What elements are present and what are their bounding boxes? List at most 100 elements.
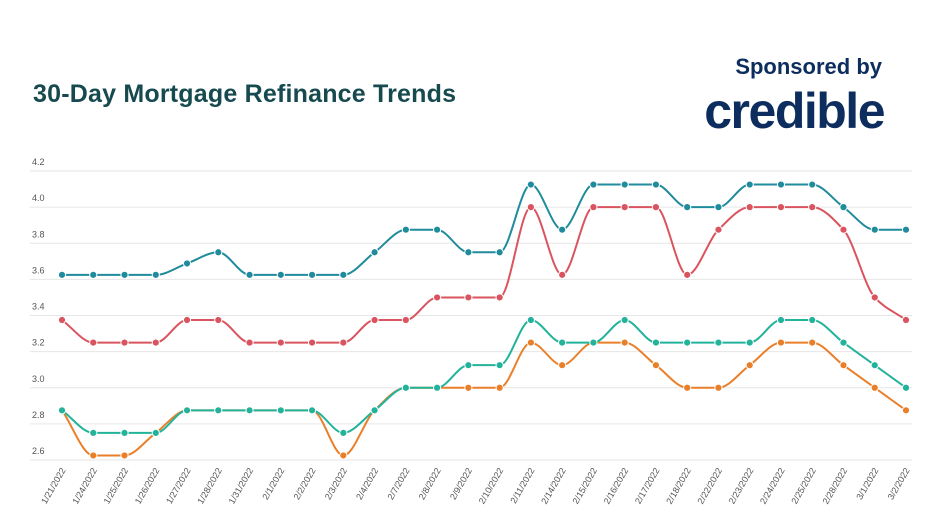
data-point — [339, 428, 348, 438]
sponsored-label: Sponsored by — [735, 54, 882, 79]
data-point — [589, 338, 598, 347]
data-point — [901, 406, 911, 415]
data-point — [339, 270, 348, 279]
data-point — [901, 225, 911, 234]
data-point — [776, 315, 786, 325]
data-point — [745, 361, 754, 370]
data-point — [558, 225, 567, 234]
data-point — [651, 361, 661, 370]
data-point — [401, 225, 410, 234]
y-tick-label: 3.4 — [32, 302, 45, 312]
data-point — [745, 338, 754, 347]
data-point — [839, 225, 848, 234]
data-point — [370, 406, 379, 415]
data-point — [120, 451, 129, 460]
data-point — [151, 338, 160, 347]
y-tick-label: 3.0 — [32, 374, 45, 384]
data-point — [776, 338, 786, 347]
data-point — [776, 180, 786, 189]
y-tick-label: 3.8 — [32, 229, 45, 239]
data-point — [651, 180, 661, 189]
data-point — [89, 270, 98, 279]
data-point — [464, 293, 473, 302]
data-point — [120, 270, 129, 279]
y-tick-label: 2.6 — [32, 446, 45, 456]
data-point — [714, 383, 723, 392]
data-point — [870, 225, 879, 234]
data-point — [683, 203, 692, 212]
data-point — [433, 225, 442, 234]
y-tick-label: 3.6 — [32, 265, 45, 275]
data-point — [620, 180, 629, 189]
x-tick-label: 2/10/2022 — [477, 466, 506, 506]
data-point — [651, 338, 661, 347]
data-point — [808, 338, 817, 347]
data-point — [870, 383, 879, 392]
data-point — [464, 383, 473, 392]
data-point — [776, 203, 786, 212]
data-point — [339, 338, 348, 347]
data-point — [57, 406, 67, 415]
data-point — [714, 338, 723, 347]
x-tick-label: 2/3/2022 — [323, 466, 349, 501]
x-tick-label: 2/28/2022 — [821, 466, 850, 506]
data-point — [495, 293, 504, 302]
y-tick-label: 4.0 — [32, 193, 45, 203]
data-point — [526, 338, 535, 347]
series-line — [61, 183, 906, 276]
data-point — [214, 315, 223, 325]
data-point — [808, 315, 817, 325]
x-tick-label: 1/26/2022 — [133, 466, 162, 506]
data-point — [339, 451, 348, 460]
x-tick-label: 1/28/2022 — [195, 466, 224, 506]
data-point — [901, 315, 911, 325]
credible-logo: credible — [704, 83, 885, 139]
x-tick-label: 1/25/2022 — [102, 466, 131, 506]
data-point — [151, 270, 160, 279]
data-point — [870, 361, 879, 370]
chart-title: 30-Day Mortgage Refinance Trends — [33, 80, 457, 108]
data-point — [245, 270, 254, 279]
data-point — [276, 270, 285, 279]
x-tick-label: 2/23/2022 — [727, 466, 756, 506]
data-point — [870, 293, 879, 302]
data-point — [558, 338, 567, 347]
data-point — [495, 248, 504, 257]
x-tick-label: 2/15/2022 — [570, 466, 599, 506]
data-point — [307, 406, 317, 415]
series-line — [61, 319, 907, 434]
data-point — [558, 270, 567, 279]
data-point — [370, 248, 379, 257]
data-point — [839, 338, 848, 347]
data-point — [464, 361, 473, 370]
data-point — [307, 270, 317, 279]
y-tick-label: 2.8 — [32, 410, 45, 420]
data-point — [401, 383, 410, 392]
series-line — [61, 341, 907, 457]
data-point — [120, 428, 129, 438]
data-point — [89, 338, 98, 347]
data-point — [683, 338, 692, 347]
x-tick-label: 1/31/2022 — [227, 466, 256, 506]
x-tick-label: 1/24/2022 — [70, 466, 99, 506]
data-point — [182, 406, 192, 415]
data-point — [714, 203, 723, 212]
data-point — [151, 428, 160, 438]
x-tick-label: 2/9/2022 — [448, 466, 474, 501]
x-tick-label: 1/27/2022 — [164, 466, 193, 506]
data-point — [182, 315, 192, 325]
x-tick-label: 2/4/2022 — [354, 466, 380, 501]
x-tick-label: 2/18/2022 — [664, 466, 693, 506]
data-point — [57, 270, 67, 279]
x-tick-label: 2/25/2022 — [789, 466, 818, 506]
x-tick-label: 2/22/2022 — [695, 466, 724, 506]
data-point — [245, 406, 254, 415]
x-tick-label: 1/21/2022 — [39, 466, 68, 506]
data-point — [526, 180, 535, 189]
data-point — [901, 383, 911, 392]
data-point — [620, 338, 629, 347]
data-point — [620, 203, 629, 212]
data-point — [307, 338, 317, 347]
data-point — [182, 259, 192, 268]
